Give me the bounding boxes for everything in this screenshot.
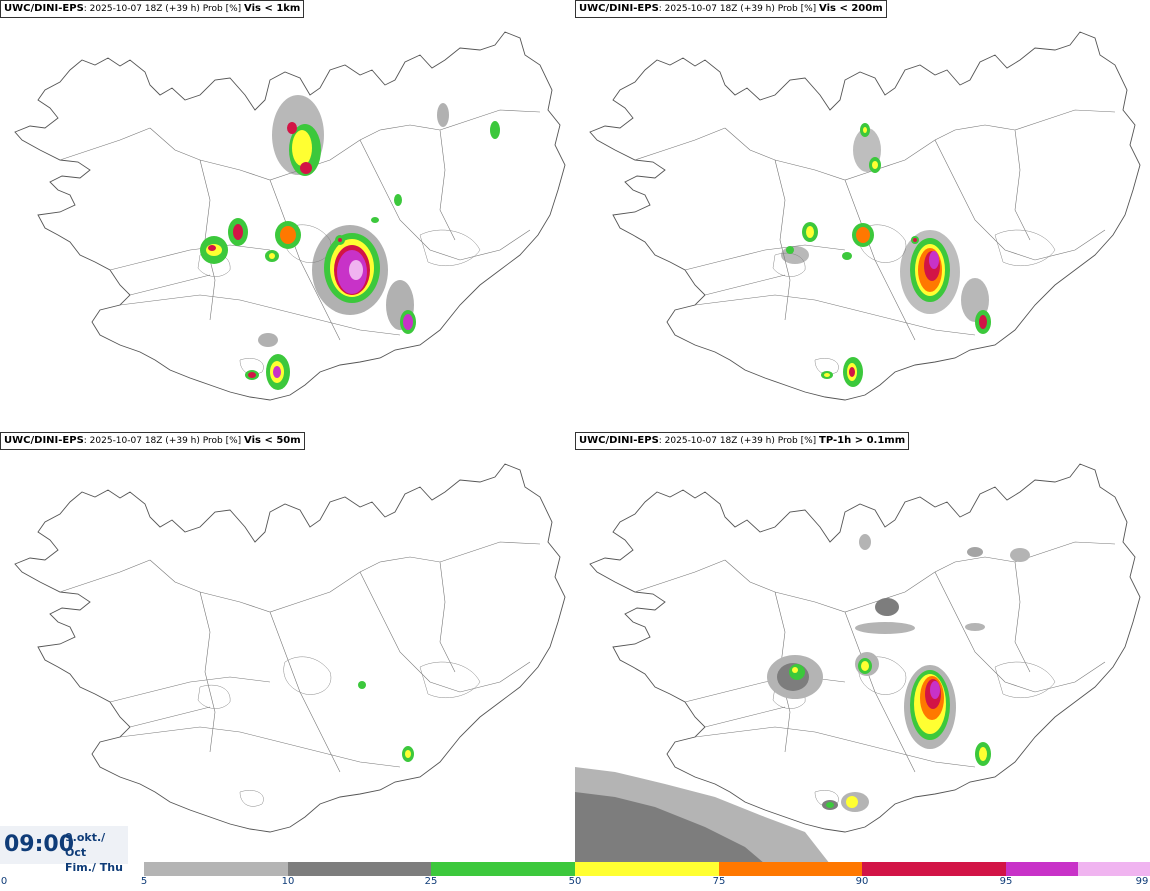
probability-shading (781, 123, 991, 387)
legend-tick: 0 (0, 876, 8, 887)
valid-time: 09:00 (4, 832, 75, 857)
probability-map (14, 31, 566, 401)
legend-bar (719, 862, 862, 876)
legend-tick: 10 (281, 876, 295, 887)
legend-bar (575, 862, 719, 876)
valid-date: 9.okt./ Oct Fim./ Thu (65, 830, 128, 875)
legend-bar (288, 862, 431, 876)
probability-shading (200, 95, 500, 390)
legend-bar (1078, 862, 1150, 876)
probability-shading (767, 534, 1030, 812)
panel-title: UWC/DINI-EPS: 2025-10-07 18Z (+39 h) Pro… (575, 432, 910, 450)
map-panel-vis-200m: UWC/DINI-EPS: 2025-10-07 18Z (+39 h) Pro… (575, 0, 1150, 432)
legend-tick: 5 (140, 876, 148, 887)
probability-map (575, 463, 1141, 864)
probability-shading (358, 681, 414, 762)
probability-map (14, 463, 566, 833)
legend-bar (144, 862, 288, 876)
legend-tick: 25 (424, 876, 438, 887)
legend-tick: 75 (712, 876, 726, 887)
legend-tick: 90 (855, 876, 869, 887)
legend-bar (431, 862, 575, 876)
map-panel-vis-1km: UWC/DINI-EPS: 2025-10-07 18Z (+39 h) Pro… (0, 0, 575, 432)
legend-tick: 50 (568, 876, 582, 887)
panel-title: UWC/DINI-EPS: 2025-10-07 18Z (+39 h) Pro… (575, 0, 887, 18)
valid-time-box: 09:00 9.okt./ Oct Fim./ Thu (0, 826, 128, 874)
map-panel-vis-50m: UWC/DINI-EPS: 2025-10-07 18Z (+39 h) Pro… (0, 432, 575, 864)
color-legend: 0 5 10 25 50 75 90 95 99 (0, 862, 1150, 891)
map-panel-tp-1h: UWC/DINI-EPS: 2025-10-07 18Z (+39 h) Pro… (575, 432, 1150, 864)
valid-date-line1: 9.okt./ Oct (65, 831, 106, 859)
panel-title: UWC/DINI-EPS: 2025-10-07 18Z (+39 h) Pro… (0, 432, 305, 450)
valid-date-line2: Fim./ Thu (65, 861, 123, 874)
legend-bar (862, 862, 1006, 876)
sea-precipitation (575, 767, 830, 864)
legend-bar (1006, 862, 1078, 876)
panel-title: UWC/DINI-EPS: 2025-10-07 18Z (+39 h) Pro… (0, 0, 305, 18)
legend-tick: 99 (1135, 876, 1149, 887)
legend-tick: 95 (999, 876, 1013, 887)
probability-map (589, 31, 1141, 401)
